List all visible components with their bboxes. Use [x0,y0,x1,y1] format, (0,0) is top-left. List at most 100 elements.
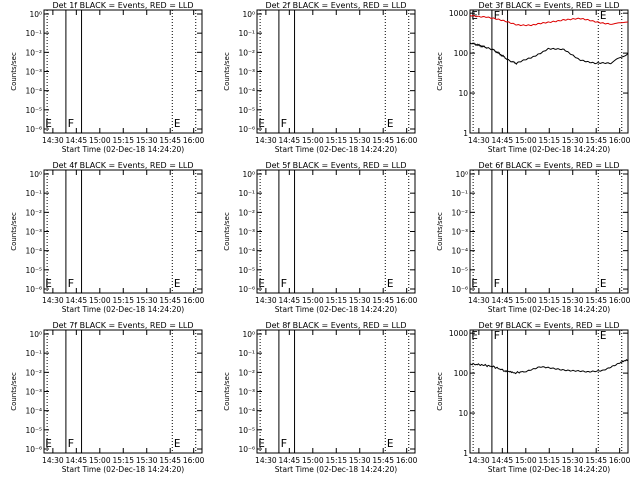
y-tick-label: 10⁻⁶ [238,445,255,454]
x-tick-label: 15:30 [562,136,584,145]
x-tick-label: 14:45 [66,456,88,465]
y-tick-label: 10⁰ [29,330,42,339]
x-tick-label: 15:15 [112,296,134,305]
y-axis-label: Counts/sec [10,52,18,91]
plot-frame [256,9,416,134]
y-tick-label: 10⁻⁶ [451,285,468,294]
x-tick-label: 14:30 [255,456,277,465]
x-tick-label: 15:30 [349,456,371,465]
y-tick-label: 10⁻³ [238,228,255,237]
y-tick-label: 10⁰ [242,330,255,339]
x-tick-label: 14:30 [468,456,490,465]
marker-e: E [258,117,265,130]
chart-panel-9: Det 9f BLACK = Events, RED = LLD Counts/s… [436,321,631,474]
x-tick-label: 15:15 [538,296,560,305]
x-axis-label: Start Time (02-Dec-18 14:24:20) [488,145,610,154]
x-tick-label: 15:00 [515,136,537,145]
y-tick-label: 100 [454,369,469,378]
marker-e: E [600,277,607,290]
y-tick-label: 10⁰ [242,10,255,19]
chart-title: Det 7f BLACK = Events, RED = LLD [52,321,193,330]
y-tick-label: 10⁻⁴ [25,247,42,256]
y-tick-label: 10⁻⁶ [25,445,42,454]
x-tick-label: 14:30 [42,296,64,305]
marker-e: E [258,437,265,450]
x-tick-label: 16:00 [396,136,418,145]
y-axis-label: Counts/sec [10,372,18,411]
x-axis-label: Start Time (02-Dec-18 14:24:20) [488,305,610,314]
chart-panel-8: Det 8f BLACK = Events, RED = LLD Counts/s… [223,321,418,474]
y-tick-label: 10⁻⁵ [25,106,42,115]
y-tick-label: 10⁻² [238,208,255,217]
chart-title: Det 6f BLACK = Events, RED = LLD [478,161,619,170]
y-tick-label: 10⁰ [455,170,468,179]
marker-e: E [258,277,265,290]
y-tick-label: 10⁻³ [451,228,468,237]
x-axis-label: Start Time (02-Dec-18 14:24:20) [488,465,610,474]
y-tick-label: 10⁰ [242,170,255,179]
marker-f: F [67,437,74,450]
x-tick-label: 16:00 [183,136,205,145]
plot-frame [469,9,629,134]
marker-e: E [174,437,181,450]
x-tick-label: 14:30 [42,136,64,145]
x-tick-label: 15:45 [372,456,394,465]
marker-e: E [471,277,478,290]
marker-f: F [493,9,500,22]
y-tick-label: 1 [463,449,468,458]
x-tick-label: 15:45 [159,296,181,305]
x-axis-label: Start Time (02-Dec-18 14:24:20) [275,145,397,154]
x-tick-label: 15:00 [515,456,537,465]
plot-frame [256,169,416,294]
x-tick-label: 14:30 [468,136,490,145]
y-tick-label: 10⁰ [29,10,42,19]
chart-title: Det 2f BLACK = Events, RED = LLD [265,1,406,10]
x-tick-label: 15:45 [372,296,394,305]
y-tick-label: 10⁻³ [25,68,42,77]
x-tick-label: 15:45 [585,456,607,465]
x-tick-label: 14:45 [492,136,514,145]
x-tick-label: 15:45 [585,136,607,145]
x-tick-label: 16:00 [396,456,418,465]
y-tick-label: 10⁻⁴ [25,87,42,96]
y-tick-label: 10⁻⁵ [238,266,255,275]
x-tick-label: 15:30 [349,296,371,305]
x-tick-label: 15:00 [302,456,324,465]
y-tick-label: 10 [458,409,468,418]
chart-panel-1: Det 1f BLACK = Events, RED = LLD Counts/s… [10,1,205,154]
y-tick-label: 10⁻⁴ [451,247,468,256]
x-tick-label: 14:45 [279,136,301,145]
x-tick-label: 15:30 [136,136,158,145]
x-tick-label: 15:45 [159,136,181,145]
marker-e: E [45,437,52,450]
marker-f: F [67,277,74,290]
plot-frame [256,329,416,454]
y-tick-label: 10⁻³ [238,68,255,77]
chart-panel-6: Det 6f BLACK = Events, RED = LLD Counts/s… [436,161,631,314]
x-tick-label: 16:00 [183,296,205,305]
y-tick-label: 10⁻⁴ [238,87,255,96]
y-axis-label: Counts/sec [436,372,444,411]
y-tick-label: 1000 [449,9,468,18]
y-tick-label: 10⁻² [238,368,255,377]
plot-frame [469,329,629,454]
x-tick-label: 14:45 [492,456,514,465]
y-tick-label: 10⁻⁴ [238,407,255,416]
x-tick-label: 15:00 [89,136,111,145]
x-tick-label: 16:00 [183,456,205,465]
x-axis-label: Start Time (02-Dec-18 14:24:20) [275,305,397,314]
x-tick-label: 15:15 [325,456,347,465]
x-tick-label: 15:30 [562,296,584,305]
x-axis-label: Start Time (02-Dec-18 14:24:20) [62,305,184,314]
y-tick-label: 10⁻² [25,208,42,217]
y-tick-label: 10⁻⁵ [25,266,42,275]
marker-f: F [280,277,287,290]
y-tick-label: 10⁻⁴ [238,247,255,256]
x-tick-label: 14:45 [66,136,88,145]
chart-title: Det 5f BLACK = Events, RED = LLD [265,161,406,170]
x-tick-label: 15:00 [89,296,111,305]
y-tick-label: 10⁻⁵ [238,426,255,435]
y-tick-label: 10⁻⁶ [25,125,42,134]
x-axis-label: Start Time (02-Dec-18 14:24:20) [62,465,184,474]
